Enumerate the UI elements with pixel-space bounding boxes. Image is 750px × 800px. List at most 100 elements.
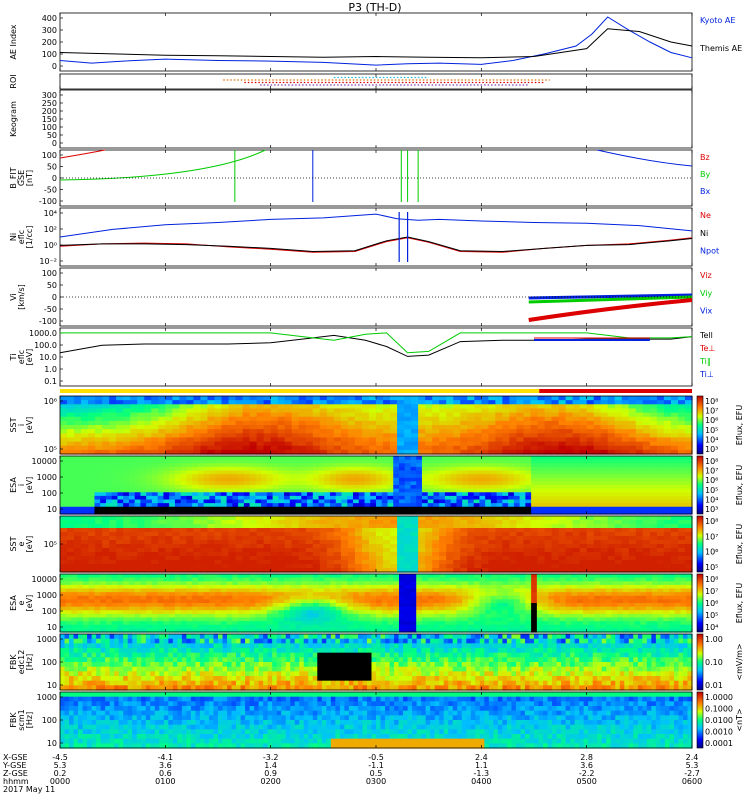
spectrogram-cell [197,606,205,611]
spectrogram-cell [242,532,251,537]
spectrogram-cell [157,488,165,493]
spectrogram-cell [383,516,391,521]
spectrogram-cell [600,449,609,455]
spectrogram-cell [502,536,511,541]
spectrogram-cell [203,595,210,600]
spectrogram-cell [146,613,153,619]
spectrogram-cell [642,433,651,439]
spectrogram-cell [200,560,209,565]
spectrogram-cell [301,510,308,515]
spectrogram-cell [144,396,152,401]
spectrogram-cell [634,456,641,461]
spectrogram-cell [151,556,159,561]
spectrogram-cell [425,437,433,443]
spectrogram-cell [277,560,286,565]
spectrogram-cell [393,492,400,497]
spectrogram-cell [130,552,138,557]
spectrogram-cell [333,412,342,418]
spectrogram-cell [649,544,658,549]
spectrogram-cell [551,433,560,439]
spectrogram-cell [238,577,245,582]
spectrogram-cell [565,425,574,430]
spectrogram-cell [621,420,630,426]
spectrogram-cell [289,610,297,615]
spectrogram-cell [651,506,659,511]
spectrogram-cell [242,556,251,561]
spectrogram-cell [261,613,268,619]
spectrogram-cell [586,524,595,529]
spectrogram-cell [95,416,103,422]
spectrogram-cell [456,510,463,515]
spectrogram-cell [291,425,300,430]
spectrogram-cell [270,568,279,573]
spectrogram-cell [607,404,616,410]
spectrogram-cell [255,503,262,508]
spectrogram-cell [74,552,82,557]
spectrogram-cell [60,412,68,418]
spectrogram-cell [238,592,245,597]
spectrogram-cell [226,466,233,472]
spectrogram-cell [397,437,405,443]
spectrogram-cell [516,568,525,573]
spectrogram-cell [109,396,117,401]
spectrogram-cell [88,492,96,497]
spectrogram-cell [502,552,511,557]
spectrogram-cell [226,584,233,590]
spectrogram-cell [277,416,286,422]
spectrogram-cell [151,416,159,422]
spectrogram-cell [354,412,363,418]
spectrogram-cell [582,510,590,515]
spectrogram-cell [559,485,567,490]
spectrogram-cell [137,400,145,405]
spectrogram-cell [488,532,496,537]
spectrogram-cell [270,404,279,410]
spectrogram-cell [249,574,256,579]
spectrogram-cell [537,532,546,537]
spectrogram-cell [656,568,665,573]
spectrogram-cell [614,552,623,557]
spectrogram-cell [536,474,544,479]
spectrogram-cell [502,404,511,410]
spectrogram-cell [508,470,515,475]
spectrogram-cell [439,441,447,447]
spectrogram-cell [284,495,291,501]
spectrogram-cell [105,592,113,597]
spectrogram-cell [151,433,159,439]
spectrogram-cell [523,528,532,533]
spectrogram-cell [157,485,165,490]
spectrogram-cell [656,560,665,565]
spectrogram-cell [387,459,394,464]
spectrogram-cell [163,610,170,615]
spectrogram-cell [301,499,308,504]
spectrogram-cell [278,613,285,619]
spectrogram-cell [71,617,78,622]
spectrogram-cell [88,628,96,633]
spectrogram-cell [387,463,394,468]
spectrogram-cell [140,603,147,608]
spectrogram-cell [450,485,458,490]
spectrogram-cell [530,420,539,426]
spectrogram-cell [180,466,187,472]
spectrogram-cell [404,552,412,557]
spectrogram-cell [579,552,588,557]
spectrogram-cell [197,470,205,475]
spectrogram-cell [180,592,187,597]
spectrogram-cell [146,610,153,615]
spectrogram-cell [172,433,180,439]
spectrogram-cell [588,481,595,486]
spectrogram-cell [523,433,532,439]
spectrogram-cell [425,420,433,426]
spectrogram-cell [298,528,307,533]
spectrogram-cell [467,425,475,430]
spectrogram-cell [291,404,300,410]
spectrogram-cell [525,477,532,482]
spectrogram-cell [192,485,199,490]
spectrogram-cell [621,404,630,410]
spectrogram-cell [186,408,195,414]
spectrogram-cell [221,552,230,557]
spectrogram-cell [242,412,251,418]
spectrogram-cell [319,449,328,455]
spectrogram-cell [335,456,343,461]
spectrogram-cell [295,624,302,629]
spectrogram-cell [82,506,90,511]
